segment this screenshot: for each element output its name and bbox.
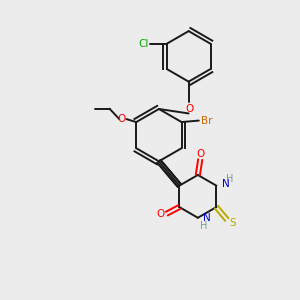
Text: O: O (156, 208, 164, 219)
Text: H: H (200, 221, 207, 231)
Text: O: O (185, 104, 194, 114)
Text: H: H (226, 174, 233, 184)
Text: S: S (230, 218, 236, 227)
Text: N: N (203, 213, 211, 223)
Text: O: O (117, 114, 125, 124)
Text: O: O (196, 148, 204, 159)
Text: Br: Br (201, 116, 213, 126)
Text: Cl: Cl (139, 39, 149, 49)
Text: N: N (222, 179, 230, 189)
